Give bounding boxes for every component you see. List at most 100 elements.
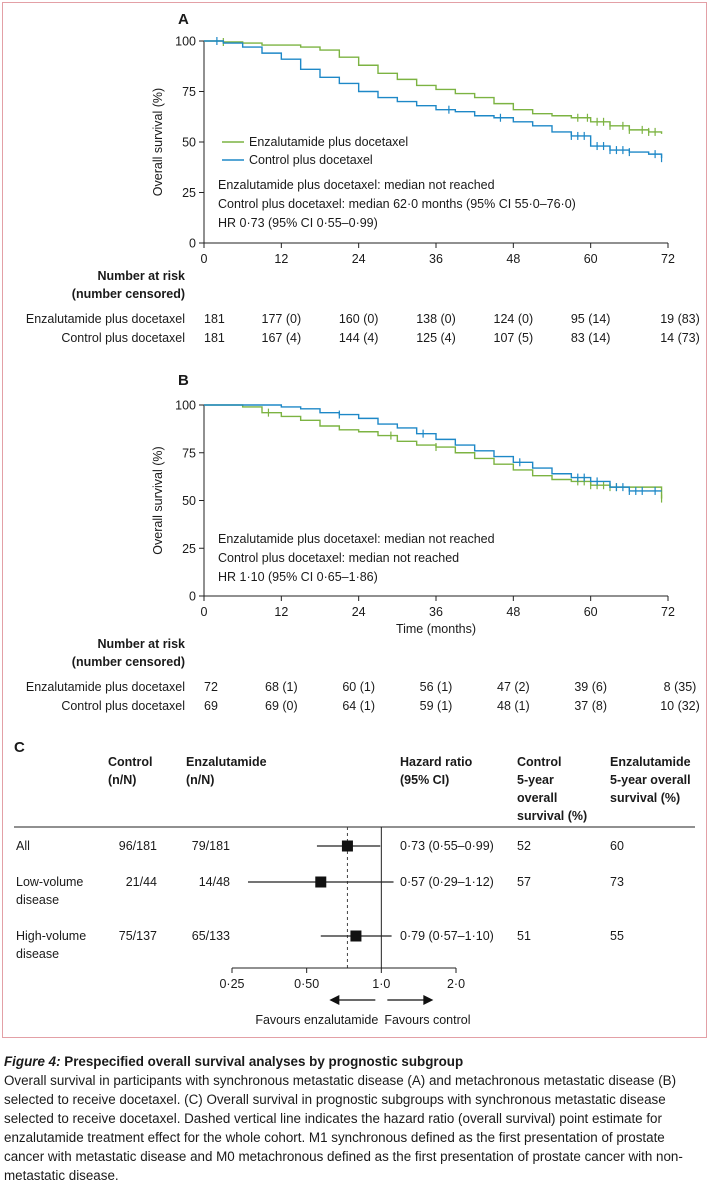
risk-value: 177 (0) [262, 312, 302, 326]
risk-value: 8 (35) [664, 680, 697, 694]
risk-row-label: Enzalutamide plus docetaxel [26, 680, 185, 694]
x-axis-label: Time (months) [396, 622, 476, 636]
column-header: (n/N) [108, 773, 136, 787]
annotation-text: Enzalutamide plus docetaxel: median not … [218, 178, 495, 192]
control-count: 21/44 [126, 875, 157, 889]
risk-value: 69 [204, 699, 218, 713]
risk-value: 181 [204, 312, 225, 326]
legend-entry: Control plus docetaxel [249, 153, 373, 167]
y-axis-label: Overall survival (%) [151, 446, 165, 554]
enzalutamide-5yr-survival: 73 [610, 875, 624, 889]
figure-caption: Figure 4: Prespecified overall survival … [4, 1052, 706, 1185]
risk-value: 19 (83) [660, 312, 700, 326]
risk-row-label: Control plus docetaxel [61, 699, 185, 713]
risk-value: 72 [204, 680, 218, 694]
column-header: 5-year overall [610, 773, 691, 787]
km-curve-control [204, 40, 663, 159]
column-header: overall [517, 791, 557, 805]
risk-value: 138 (0) [416, 312, 456, 326]
risk-value: 47 (2) [497, 680, 530, 694]
hr-marker [350, 930, 362, 942]
km-panel-b: B 0 25 50 75 100 0 12 24 36 48 60 72 Overall survival… [26, 372, 700, 713]
km-curve-control [204, 404, 662, 492]
subgroup-label: disease [16, 893, 59, 907]
column-header: Enzalutamide [186, 755, 267, 769]
figure-svg: A 0 25 50 75 100 0 12 24 36 48 60 72 Overall survival… [14, 11, 700, 1027]
column-header: Hazard ratio [400, 755, 473, 769]
y-tick-label: 50 [182, 494, 196, 508]
risk-value: 167 (4) [262, 331, 302, 345]
risk-row-label: Enzalutamide plus docetaxel [26, 312, 185, 326]
column-header: Enzalutamide [610, 755, 691, 769]
enzalutamide-5yr-survival: 55 [610, 929, 624, 943]
annotation-text: Enzalutamide plus docetaxel: median not … [218, 532, 495, 546]
arrow-left-head [329, 995, 340, 1005]
km-curve-enzalutamide [204, 40, 663, 134]
enzalutamide-count: 65/133 [192, 929, 230, 943]
risk-value: 59 (1) [420, 699, 453, 713]
control-5yr-survival: 57 [517, 875, 531, 889]
y-tick-label: 75 [182, 446, 196, 460]
control-count: 75/137 [119, 929, 157, 943]
forest-x-tick-label: 0·25 [219, 977, 244, 991]
risk-value: 144 (4) [339, 331, 379, 345]
x-tick-label: 24 [352, 605, 366, 619]
enzalutamide-5yr-survival: 60 [610, 839, 624, 853]
y-tick-label: 100 [175, 399, 196, 413]
favours-enzalutamide-label: Favours enzalutamide [255, 1013, 378, 1027]
enzalutamide-count: 14/48 [199, 875, 230, 889]
column-header: (n/N) [186, 773, 214, 787]
y-axis-label: Overall survival (%) [151, 88, 165, 196]
hr-text: 0·73 (0·55–0·99) [400, 839, 494, 853]
km-panel-a: A 0 25 50 75 100 0 12 24 36 48 60 72 Overall survival… [26, 11, 700, 345]
y-tick-label: 25 [182, 542, 196, 556]
hr-marker [315, 876, 327, 888]
risk-table-subtitle: (number censored) [72, 655, 185, 669]
forest-panel-c: C Control (n/N) Enzalutamide (n/N) Hazard rat… [14, 739, 695, 1027]
x-tick-label: 0 [201, 605, 208, 619]
risk-value: 95 (14) [571, 312, 611, 326]
control-5yr-survival: 52 [517, 839, 531, 853]
hr-text: 0·57 (0·29–1·12) [400, 875, 494, 889]
risk-value: 37 (8) [574, 699, 607, 713]
risk-value: 10 (32) [660, 699, 700, 713]
risk-value: 124 (0) [494, 312, 534, 326]
caption-label: Figure 4: [4, 1054, 61, 1069]
risk-value: 56 (1) [420, 680, 453, 694]
x-tick-label: 72 [661, 252, 675, 266]
risk-row-label: Control plus docetaxel [61, 331, 185, 345]
x-tick-label: 36 [429, 252, 443, 266]
legend-entry: Enzalutamide plus docetaxel [249, 135, 408, 149]
caption-title: Figure 4: Prespecified overall survival … [4, 1052, 706, 1071]
hr-text: 0·79 (0·57–1·10) [400, 929, 494, 943]
figure-frame [2, 2, 707, 1038]
caption-body: Overall survival in participants with sy… [4, 1073, 683, 1183]
risk-value: 48 (1) [497, 699, 530, 713]
x-tick-label: 12 [274, 605, 288, 619]
annotation-text: Control plus docetaxel: median 62·0 mont… [218, 197, 576, 211]
forest-x-tick-label: 0·50 [294, 977, 319, 991]
annotation-text: HR 0·73 (95% CI 0·55–0·99) [218, 216, 378, 230]
x-tick-label: 12 [274, 252, 288, 266]
x-tick-label: 72 [661, 605, 675, 619]
column-header: Control [517, 755, 561, 769]
arrow-right-head [423, 995, 434, 1005]
subgroup-label: disease [16, 947, 59, 961]
caption-title-text: Prespecified overall survival analyses b… [60, 1054, 464, 1069]
x-tick-label: 60 [584, 605, 598, 619]
subgroup-label: High-volume [16, 929, 86, 943]
risk-value: 39 (6) [574, 680, 607, 694]
risk-value: 60 (1) [342, 680, 375, 694]
x-tick-label: 60 [584, 252, 598, 266]
risk-value: 14 (73) [660, 331, 700, 345]
hr-marker [341, 840, 353, 852]
x-tick-label: 24 [352, 252, 366, 266]
y-tick-label: 0 [189, 590, 196, 604]
x-tick-label: 48 [506, 605, 520, 619]
annotation-text: Control plus docetaxel: median not reach… [218, 551, 459, 565]
risk-value: 160 (0) [339, 312, 379, 326]
panel-letter: A [178, 11, 189, 28]
subgroup-label: All [16, 839, 30, 853]
risk-value: 107 (5) [494, 331, 534, 345]
y-tick-label: 75 [182, 85, 196, 99]
